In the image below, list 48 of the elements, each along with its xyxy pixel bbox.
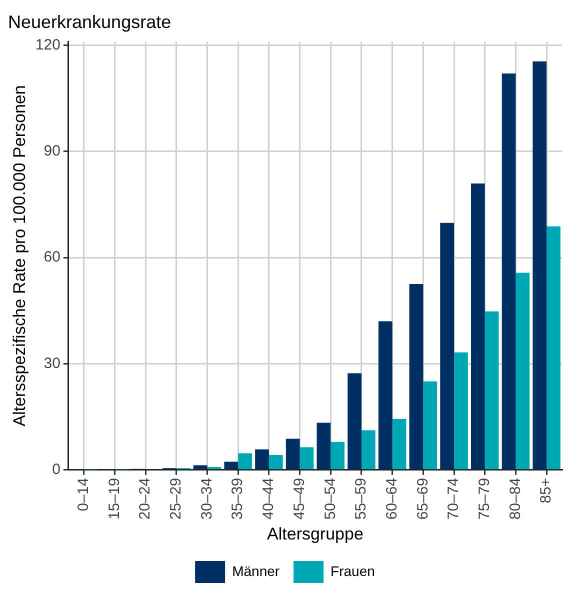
x-tick-label: 30–34 [198,478,216,520]
x-tick-label: 25–29 [168,478,185,520]
bar [300,447,314,470]
y-tick-label: 0 [52,461,60,478]
y-tick-label: 30 [44,354,60,372]
y-tick-label: 60 [44,248,60,266]
bar [348,373,362,470]
bar [392,418,406,470]
x-tick-label: 40–44 [260,478,278,520]
x-tick-label: 20–24 [136,478,154,520]
bar [378,321,392,470]
y-tick-label: 120 [35,36,60,54]
bar [268,455,283,470]
bar [471,184,485,470]
x-tick-label: 65–69 [414,478,432,520]
x-axis-title: Altersgruppe [267,524,364,544]
bar [423,381,438,470]
x-tick-label: 15–19 [106,478,123,520]
bar [454,352,468,470]
x-tick-label: 70–74 [445,478,462,520]
bar [546,226,560,470]
legend-label: Frauen [330,562,375,579]
x-tick-label: 60–64 [383,478,400,520]
bar [238,453,252,470]
x-tick-label: 35–39 [229,478,246,520]
x-tick-label: 80–84 [506,478,524,520]
bar [409,284,424,470]
bar [484,311,499,470]
bar [286,438,300,470]
chart-title: Neuerkrankungsrate [8,12,172,32]
x-tick-label: 0–14 [74,478,92,512]
bar [502,73,516,470]
bar [361,430,376,470]
bar [532,61,547,470]
y-axis-title: Altersspezifische Rate pro 100.000 Personen [10,85,29,426]
bar [316,422,331,470]
bar [224,462,238,470]
bar [440,222,454,470]
x-tick-label: 75–79 [476,478,494,520]
x-tick-label: 85+ [538,478,555,504]
x-tick-label: 45–49 [290,478,308,520]
x-tick-label: 55–59 [352,478,370,520]
bar [255,449,269,470]
bar [330,442,345,470]
bar [516,272,530,470]
x-tick-label: 50–54 [322,478,339,520]
legend-label: Männer [232,562,280,579]
y-tick-label: 90 [44,142,60,160]
